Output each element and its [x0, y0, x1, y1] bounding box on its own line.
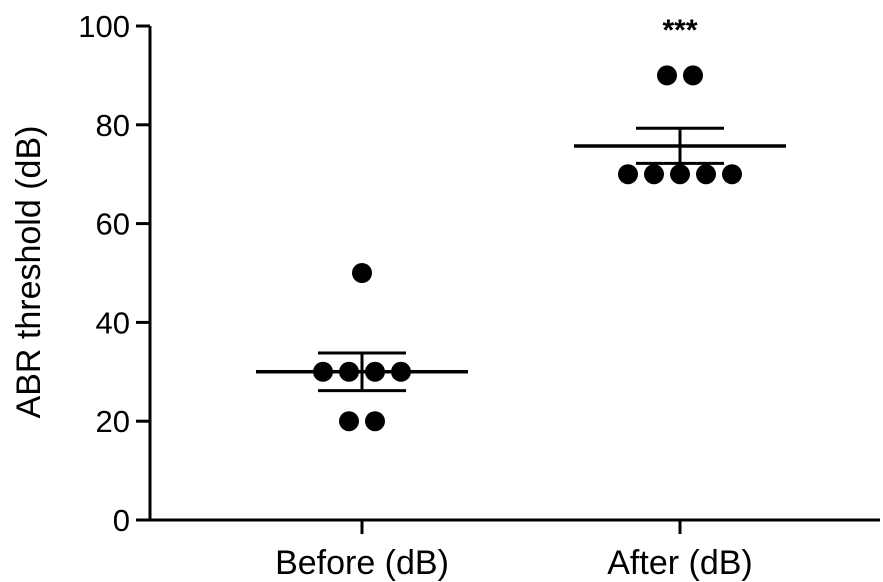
y-ticks: 0 20 40 60 80 100: [78, 9, 150, 538]
data-point: [683, 65, 703, 86]
data-point: [618, 164, 638, 185]
data-point: [722, 164, 742, 185]
axes: [148, 26, 880, 522]
significance-label: ***: [662, 14, 697, 47]
data-point: [670, 164, 690, 185]
x-category-label: Before (dB): [275, 544, 449, 582]
y-tick-label: 20: [96, 404, 130, 439]
y-tick-label: 60: [96, 207, 130, 242]
data-point: [657, 65, 677, 86]
data-point: [365, 361, 385, 382]
data-point: [391, 361, 411, 382]
annotations: ***: [662, 14, 697, 47]
data-point: [696, 164, 716, 185]
summary-bars: [256, 126, 786, 393]
data-point: [352, 263, 372, 283]
data-point: [644, 164, 664, 185]
data-point: [339, 411, 359, 432]
y-tick-label: 80: [96, 108, 130, 143]
data-point: [339, 361, 359, 382]
x-category-label: After (dB): [607, 544, 752, 582]
y-tick-label: 100: [78, 9, 130, 44]
data-points: [313, 65, 742, 432]
x-categories: Before (dB) After (dB): [275, 520, 753, 582]
y-axis-title: ABR threshold (dB): [10, 126, 48, 419]
data-point: [365, 411, 385, 432]
y-tick-label: 40: [96, 305, 130, 340]
y-tick-label: 0: [113, 503, 130, 538]
data-point: [313, 361, 333, 382]
